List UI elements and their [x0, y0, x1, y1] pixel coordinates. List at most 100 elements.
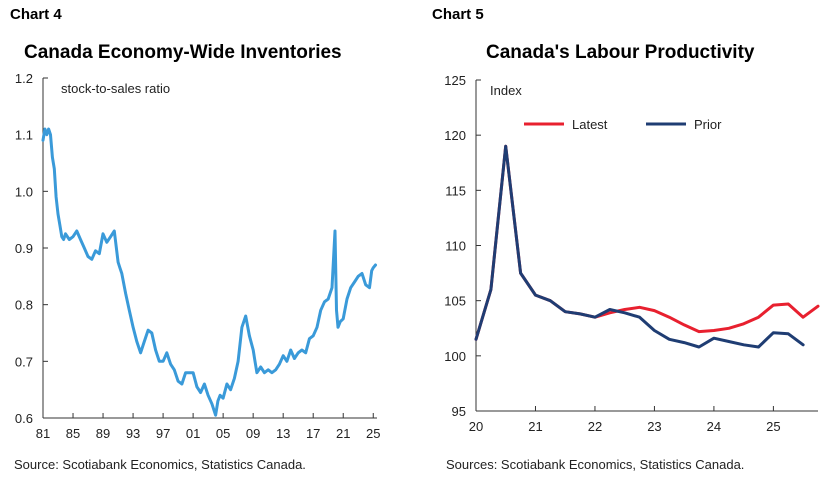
chart-4-data-point	[169, 363, 172, 366]
chart-4-x-tick-label: 85	[66, 426, 80, 441]
chart-5-data-point	[683, 324, 685, 326]
chart-4-data-point	[51, 156, 54, 159]
chart-5-plot: 95 100 105 110 115 120 125 20 21 22 23 24 25 Index Lat…	[444, 73, 820, 434]
chart-5-data-point	[638, 306, 641, 309]
chart-5-data-point	[594, 316, 596, 319]
chart-5-y-tick-label: 115	[445, 183, 466, 198]
chart-4-y-tick-label: 1.1	[15, 128, 33, 143]
chart-4-plot: 0.6 0.7 0.8 0.9 1.0 1.1 1.2 81 85 89 93 97 01 05 09 13 1…	[15, 71, 381, 441]
chart-5-series-line-latest	[474, 144, 820, 341]
chart-4-data-point	[62, 238, 65, 241]
chart-4-data-point	[274, 369, 277, 371]
chart-4-data-point	[334, 230, 336, 232]
chart-4-data-point	[248, 335, 251, 337]
chart-4-y-tick-label: 0.6	[15, 411, 33, 426]
chart-5-data-point	[609, 312, 611, 314]
chart-4-x-tick-label: 21	[336, 426, 350, 441]
chart-4-x-tick-label: 13	[276, 426, 290, 441]
chart-5-y-axis-label: Index	[490, 83, 522, 98]
chart-5-data-point	[579, 313, 581, 315]
chart-5-data-point	[668, 338, 671, 341]
chart-4-data-point	[323, 301, 326, 303]
chart-5-y-tick-label: 105	[444, 294, 466, 309]
chart-4-data-point	[353, 281, 356, 283]
chart-4-data-point	[49, 133, 52, 136]
chart-4-x-tick-label: 81	[36, 426, 50, 441]
chart-4-data-point	[53, 167, 56, 170]
chart-4-data-point	[214, 414, 217, 417]
chart-5-source: Sources: Scotiabank Economics, Statistic…	[446, 457, 745, 472]
chart-4-data-point	[61, 235, 63, 238]
chart-4-data-point	[192, 371, 194, 374]
chart-5-data-point	[742, 323, 745, 325]
chart-4-data-point	[91, 258, 93, 261]
chart-4-data-point	[301, 349, 303, 351]
chart-5-data-point	[475, 338, 477, 341]
chart-5-data-point	[713, 329, 715, 332]
chart-4-data-point	[173, 369, 176, 371]
chart-4-data-point	[188, 371, 191, 374]
chart-4-data-point	[162, 360, 164, 363]
chart-4-data-point	[147, 329, 149, 332]
chart-5-data-point	[757, 346, 760, 348]
chart-4-data-point	[327, 298, 330, 300]
chart-4-x-tick-label: 97	[156, 426, 170, 441]
chart-4-data-point	[42, 139, 44, 142]
chart-4-data-point	[196, 386, 198, 388]
chart-4-data-point	[267, 369, 270, 371]
chart-4-data-point	[286, 360, 288, 363]
chart-5-data-point	[817, 305, 819, 308]
chart-4-data-point	[349, 286, 352, 289]
chart-4-data-point	[374, 264, 377, 266]
chart-4-data-point	[68, 238, 71, 241]
chart-4-x-tick-label: 09	[246, 426, 260, 441]
chart-4-data-point	[252, 349, 254, 351]
chart-4-data-point	[241, 326, 243, 329]
chart-4-data-point	[139, 352, 142, 354]
chart-5-y-tick-label: 110	[445, 239, 466, 254]
chart-4-source: Source: Scotiabank Economics, Statistics…	[14, 457, 306, 472]
chart-4-data-point	[254, 360, 256, 363]
chart-4-data-point	[199, 391, 202, 394]
chart-4-data-point	[361, 272, 363, 275]
chart-5-data-point	[802, 344, 804, 346]
chart-5-y-tick-label: 125	[444, 73, 466, 88]
chart-4-data-point	[76, 230, 78, 232]
chart-5-data-point	[772, 304, 775, 306]
chart-5-data-point	[728, 327, 730, 330]
chart-5-data-point	[519, 272, 522, 274]
chart-4-data-point	[158, 360, 161, 363]
chart-4-data-point	[59, 224, 61, 227]
chart-4-data-point	[47, 128, 50, 130]
chart-4-data-point	[346, 298, 348, 300]
chart-4-data-point	[143, 340, 146, 343]
chart-5-data-point	[504, 145, 507, 147]
chart-5-data-point	[772, 331, 775, 334]
chart-4-data-point	[319, 309, 322, 312]
chart-4-data-point	[297, 352, 300, 354]
chart-4-label: Chart 4	[10, 6, 62, 23]
chart-5-data-point	[698, 346, 700, 348]
chart-4-data-point	[308, 337, 311, 340]
chart-4-y-tick-label: 1.2	[15, 71, 33, 86]
chart-5-data-point	[653, 309, 656, 312]
chart-4-y-tick-label: 0.9	[15, 241, 33, 256]
chart-4-y-axis-label: stock-to-sales ratio	[61, 81, 170, 96]
chart-5-data-point	[757, 316, 760, 319]
chart-5-label: Chart 5	[432, 6, 484, 23]
chart-4-data-point	[109, 235, 112, 238]
chart-4-data-point	[79, 238, 82, 241]
chart-4-data-point	[207, 394, 209, 397]
chart-5-data-point	[683, 341, 685, 344]
chart-4-data-point	[64, 233, 67, 235]
chart-4-data-point	[233, 377, 236, 380]
chart-4-data-point	[289, 349, 292, 351]
chart-4-data-point	[106, 241, 108, 244]
chart-4-data-point	[372, 267, 375, 269]
chart-4-data-point	[331, 286, 333, 289]
chart-4-data-point	[304, 352, 307, 354]
chart-5-data-point	[742, 344, 745, 346]
chart-4-data-point	[244, 315, 247, 317]
chart-4-data-point	[87, 255, 89, 258]
chart-4-data-point	[181, 383, 183, 385]
